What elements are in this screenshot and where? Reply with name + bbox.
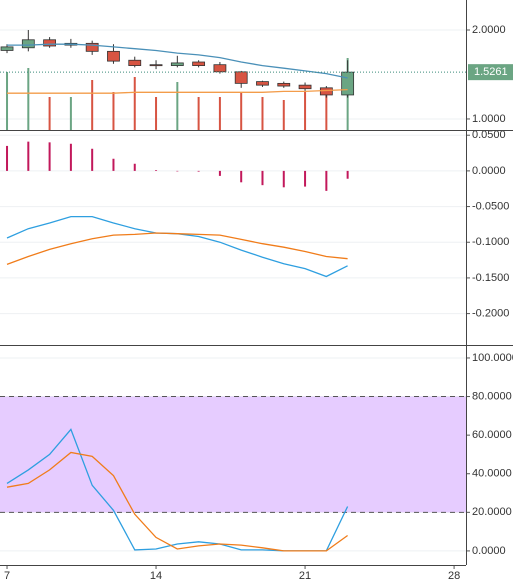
x-tick-label: 21 — [299, 570, 311, 582]
candle-body — [341, 71, 355, 96]
candle-body — [234, 71, 248, 84]
candle-body — [256, 81, 269, 86]
histogram-bar — [240, 170, 243, 183]
volume-bar — [176, 82, 179, 130]
histogram-bar — [346, 170, 349, 179]
volume-bar — [133, 77, 136, 130]
volume-bar — [218, 97, 221, 130]
y-tick-label: 40.0000 — [472, 468, 512, 480]
y-tick-label: 80.0000 — [472, 390, 512, 402]
x-tick-label: 7 — [4, 570, 10, 582]
candle-body — [149, 64, 163, 67]
candle-body — [0, 46, 14, 51]
y-tick-label: -0.2000 — [472, 308, 509, 320]
price-label: 1.5261 — [474, 66, 508, 78]
y-tick-label: -0.1000 — [472, 236, 509, 248]
histogram-bar — [48, 142, 51, 171]
volume-bar — [69, 97, 72, 130]
histogram-bar — [155, 170, 158, 171]
volume-bar — [112, 92, 115, 130]
y-tick-label: -0.1500 — [472, 272, 509, 284]
candle-body — [277, 82, 291, 87]
histogram-bar — [282, 170, 285, 188]
y-tick-label: 0.0000 — [472, 165, 506, 177]
histogram-bar — [27, 141, 30, 171]
series-line — [6, 232, 348, 266]
histogram-bar — [261, 170, 264, 186]
candle-body — [107, 50, 120, 62]
series-line — [6, 451, 348, 552]
candle-body — [298, 84, 312, 90]
volume-bar — [91, 80, 94, 130]
histogram-bar — [176, 170, 179, 172]
y-tick-label: 2.0000 — [472, 24, 506, 36]
histogram-bar — [91, 148, 94, 171]
histogram-bar — [325, 170, 328, 191]
y-tick-label: 0.0000 — [472, 545, 506, 557]
volume-bar — [240, 92, 243, 130]
histogram-bar — [6, 145, 9, 171]
candle-body — [213, 64, 227, 73]
volume-bar — [48, 97, 51, 130]
volume-bar — [304, 92, 307, 130]
volume-bar — [6, 72, 9, 130]
histogram-bar — [218, 170, 221, 176]
series-line — [7, 43, 348, 79]
histogram-bar — [133, 163, 136, 171]
y-tick-label: 20.0000 — [472, 506, 512, 518]
histogram-bar — [112, 158, 115, 171]
y-tick-label: 1.0000 — [472, 113, 506, 125]
volume-bar — [261, 97, 264, 130]
plot-area — [0, 29, 466, 552]
y-tick-label: 60.0000 — [472, 429, 512, 441]
band — [0, 396, 466, 513]
volume-bar — [282, 100, 285, 130]
candle-body — [21, 39, 35, 49]
x-tick-label: 28 — [448, 570, 460, 582]
y-tick-label: 100.0000 — [472, 352, 513, 364]
histogram-bar — [197, 170, 200, 172]
volume-bar — [27, 68, 30, 130]
candle-body — [85, 42, 99, 52]
histogram-bar — [69, 143, 72, 171]
y-tick-label: 0.0500 — [472, 129, 506, 141]
volume-bar — [197, 97, 200, 130]
series-line — [7, 88, 348, 94]
candle-body — [128, 59, 142, 66]
volume-bar — [325, 92, 328, 130]
candle-body — [170, 62, 184, 66]
price-label-box — [468, 64, 513, 81]
y-tick-label: -0.0500 — [472, 200, 509, 212]
x-tick-label: 14 — [150, 570, 162, 582]
volume-bar — [155, 97, 158, 130]
candle-body — [192, 61, 206, 66]
candle-body — [43, 39, 57, 47]
candle-body — [319, 87, 333, 96]
histogram-bar — [304, 170, 307, 187]
